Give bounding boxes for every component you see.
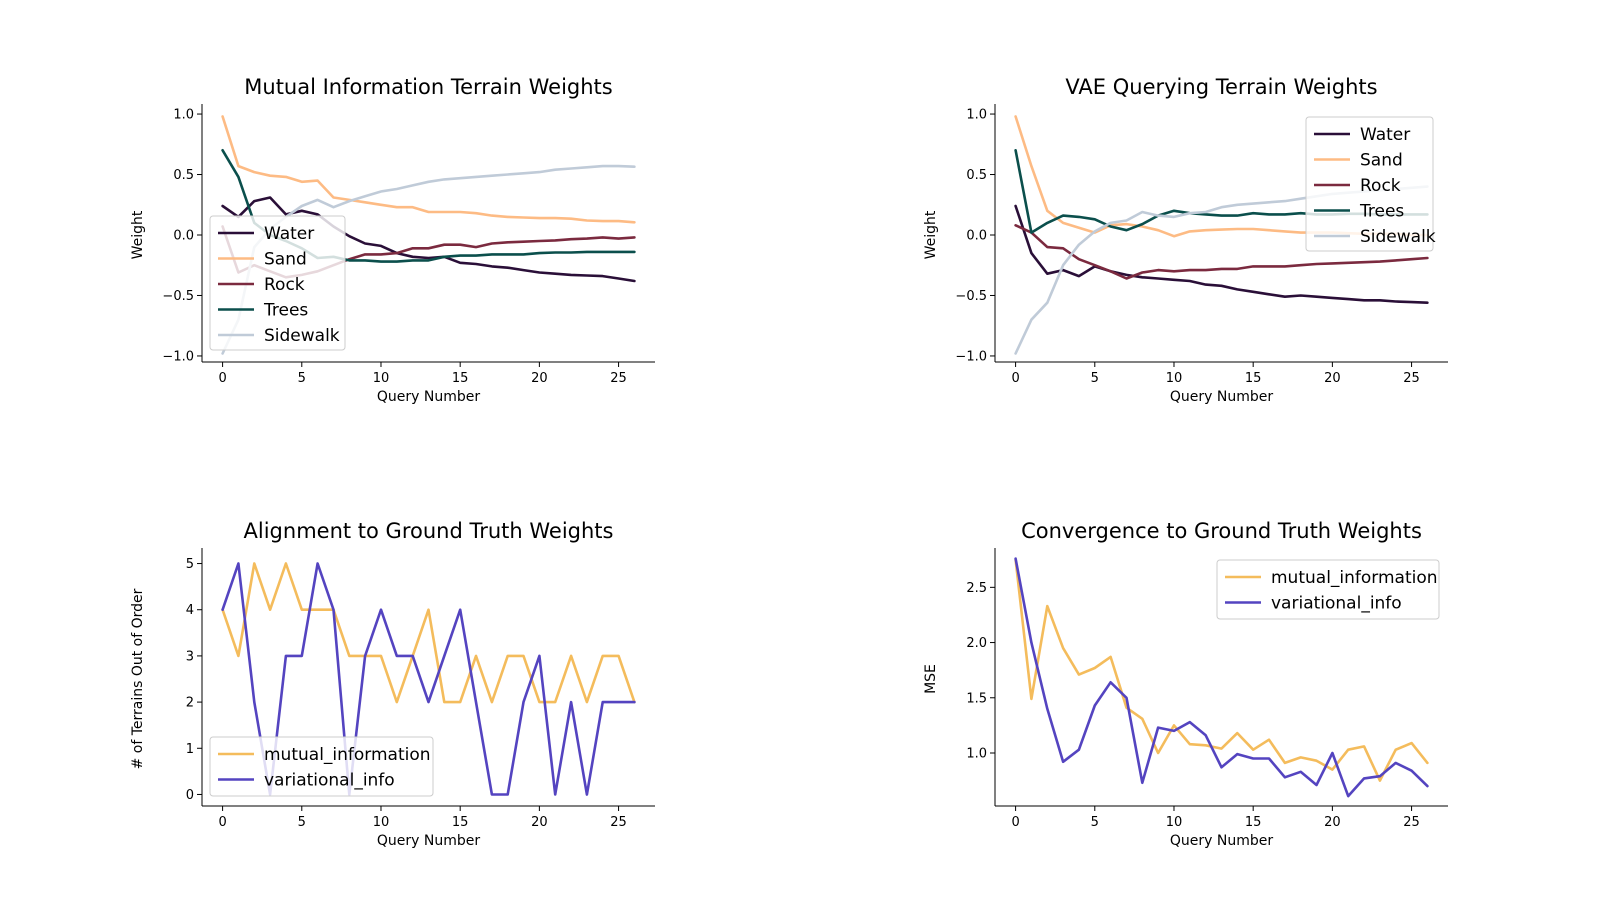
x-tick-label: 5 — [1091, 371, 1099, 386]
x-tick-label: 0 — [1011, 815, 1019, 830]
y-tick-label: −0.5 — [955, 289, 987, 304]
x-tick-label: 10 — [373, 815, 390, 830]
legend-label: Water — [264, 224, 314, 244]
y-tick-label: 2 — [186, 696, 194, 711]
chart-panel-vae_weights: VAE Querying Terrain Weights 0 5 10 15 20 25 −1… — [923, 75, 1448, 405]
y-tick-label: 0.0 — [966, 229, 987, 244]
x-tick-label: 10 — [1166, 371, 1183, 386]
y-tick-label: 5 — [186, 557, 194, 572]
x-tick-label: 20 — [531, 815, 548, 830]
legend-label: Sand — [1360, 151, 1403, 171]
x-tick-label: 25 — [1403, 371, 1420, 386]
y-axis-label: Weight — [130, 210, 146, 259]
x-tick-label: 15 — [452, 815, 469, 830]
x-tick-label: 20 — [1324, 815, 1341, 830]
y-tick-label: −1.0 — [162, 349, 194, 364]
x-tick-label: 25 — [1403, 815, 1420, 830]
legend-label: variational_info — [1271, 594, 1402, 614]
series-line-variational-info — [1014, 557, 1429, 798]
y-tick-label: 1.5 — [966, 691, 987, 706]
x-tick-label: 10 — [373, 371, 390, 386]
legend-label: Trees — [263, 301, 308, 321]
x-axis-label: Query Number — [1170, 833, 1273, 849]
x-tick-label: 5 — [1091, 815, 1099, 830]
x-tick-label: 0 — [218, 815, 226, 830]
legend-box — [209, 736, 434, 797]
chart-title: Convergence to Ground Truth Weights — [1021, 519, 1422, 543]
y-tick-label: −0.5 — [162, 289, 194, 304]
y-tick-label: 0 — [186, 788, 194, 803]
legend: Water Sand Rock Trees Sidewalk — [1305, 116, 1436, 252]
chart-panel-convergence: Convergence to Ground Truth Weights 0 5 10 1… — [923, 519, 1448, 849]
x-axis-label: Query Number — [1170, 389, 1273, 405]
legend: Water Sand Rock Trees Sidewalk — [209, 215, 346, 351]
chart-title: Mutual Information Terrain Weights — [244, 75, 612, 99]
y-tick-label: 0.5 — [966, 168, 987, 183]
chart-title: VAE Querying Terrain Weights — [1065, 75, 1377, 99]
legend: mutual_information variational_info — [1216, 559, 1440, 620]
y-tick-label: 1.0 — [966, 746, 987, 761]
x-tick-label: 10 — [1166, 815, 1183, 830]
x-tick-label: 15 — [1245, 815, 1262, 830]
y-tick-label: −1.0 — [955, 349, 987, 364]
y-axis-label: Weight — [923, 210, 939, 259]
y-tick-label: 4 — [186, 603, 194, 618]
legend-label: Water — [1360, 125, 1410, 145]
x-tick-label: 5 — [298, 815, 306, 830]
x-tick-label: 25 — [610, 371, 627, 386]
x-tick-label: 0 — [1011, 371, 1019, 386]
x-axis-label: Query Number — [377, 389, 480, 405]
y-tick-label: 0.0 — [173, 229, 194, 244]
legend-box — [1216, 559, 1440, 620]
chart-panel-mi_weights: Mutual Information Terrain Weights 0 5 10 15… — [130, 75, 655, 405]
legend-label: mutual_information — [1271, 568, 1438, 588]
y-axis-label: MSE — [923, 664, 939, 694]
x-tick-label: 25 — [610, 815, 627, 830]
y-tick-label: 1.0 — [966, 108, 987, 123]
legend-box — [209, 215, 346, 351]
x-tick-label: 0 — [218, 371, 226, 386]
y-tick-label: 1.0 — [173, 108, 194, 123]
series-line-rock — [1014, 224, 1429, 280]
series-line-mutual-information — [1014, 558, 1429, 782]
x-tick-label: 5 — [298, 371, 306, 386]
x-axis-label: Query Number — [377, 833, 480, 849]
legend-label: Trees — [1359, 202, 1404, 222]
legend-label: Sand — [264, 250, 307, 270]
y-tick-label: 3 — [186, 649, 194, 664]
y-tick-label: 2.0 — [966, 636, 987, 651]
series-line-sand — [221, 115, 636, 224]
y-tick-label: 0.5 — [173, 168, 194, 183]
legend-label: variational_info — [264, 771, 395, 791]
y-tick-label: 1 — [186, 742, 194, 757]
x-tick-label: 15 — [1245, 371, 1262, 386]
x-tick-label: 20 — [531, 371, 548, 386]
series-line-mutual-information — [221, 562, 636, 704]
x-tick-label: 15 — [452, 371, 469, 386]
legend-label: Sidewalk — [1360, 227, 1436, 247]
series-line-variational-info — [221, 562, 636, 796]
legend-label: Rock — [264, 275, 305, 295]
series-line-water — [1014, 204, 1429, 305]
series-line-sidewalk — [221, 164, 636, 355]
legend-label: mutual_information — [264, 745, 431, 765]
legend: mutual_information variational_info — [209, 736, 434, 797]
x-tick-label: 20 — [1324, 371, 1341, 386]
legend-box — [1305, 116, 1434, 252]
legend-label: Sidewalk — [264, 326, 340, 346]
chart-title: Alignment to Ground Truth Weights — [244, 519, 614, 543]
legend-label: Rock — [1360, 176, 1401, 196]
y-axis-label: # of Terrains Out of Order — [130, 588, 146, 769]
y-tick-label: 2.5 — [966, 581, 987, 596]
